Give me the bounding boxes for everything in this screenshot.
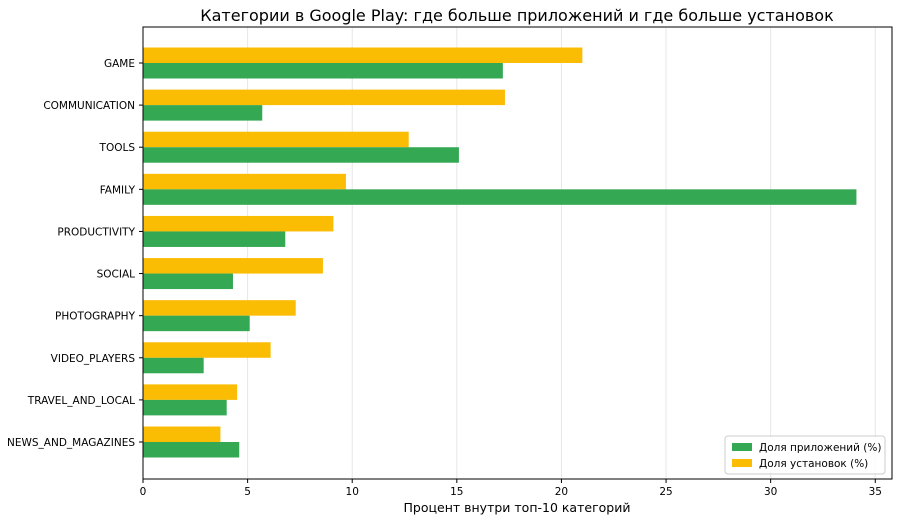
category-label: PHOTOGRAPHY: [55, 311, 136, 323]
category-label: SOCIAL: [97, 269, 136, 281]
legend-label: Доля приложений (%): [759, 442, 881, 454]
bar-apps: [143, 147, 459, 163]
bar-apps: [143, 105, 263, 121]
bar-apps: [143, 63, 503, 79]
bar-installs: [143, 131, 409, 148]
bar-apps: [143, 399, 227, 416]
bar-installs: [143, 215, 334, 232]
bar-installs: [143, 426, 221, 442]
category-label: TOOLS: [99, 142, 136, 154]
x-axis-label: Процент внутри топ-10 категорий: [404, 500, 631, 515]
bar-apps: [143, 273, 233, 290]
x-tick-label: 5: [244, 486, 251, 498]
bar-apps: [143, 442, 240, 458]
category-label: VIDEO_PLAYERS: [51, 353, 136, 365]
bar-installs: [143, 300, 296, 316]
x-tick-label: 25: [659, 486, 672, 498]
bar-installs: [143, 173, 346, 190]
chart-title: Категории в Google Play: где больше прил…: [200, 6, 834, 25]
y-axis-categories: GAME COMMUNICATION TOOLS FAMILY PRODUCTIVITY…: [7, 58, 143, 449]
category-label: GAME: [104, 58, 135, 70]
x-tick-label: 0: [140, 486, 147, 498]
bar-apps: [143, 189, 857, 205]
legend-box: [724, 435, 886, 475]
plot-frame: [142, 26, 893, 480]
category-label: FAMILY: [100, 184, 136, 196]
x-tick-label: 10: [346, 486, 359, 498]
bar-installs: [143, 384, 238, 400]
category-label: NEWS_AND_MAGAZINES: [7, 437, 135, 449]
bars: [143, 47, 857, 458]
bar-apps: [143, 357, 204, 374]
category-label: PRODUCTIVITY: [57, 226, 135, 238]
category-label: COMMUNICATION: [43, 100, 135, 112]
bar-installs: [143, 47, 583, 63]
bar-apps: [143, 231, 286, 247]
bar-installs: [143, 342, 271, 358]
bar-installs: [143, 258, 323, 274]
x-tick-label: 20: [555, 486, 568, 498]
legend-label: Доля установок (%): [759, 458, 868, 470]
bar-installs: [143, 89, 505, 106]
x-axis-ticks: 0 5 10 15 20 25 30 35: [140, 479, 882, 498]
bar-apps: [143, 315, 250, 332]
x-tick-label: 30: [764, 486, 777, 498]
legend-swatch: [732, 459, 752, 467]
x-tick-label: 15: [450, 486, 463, 498]
x-tick-label: 35: [869, 486, 882, 498]
category-label: TRAVEL_AND_LOCAL: [27, 395, 135, 407]
legend-swatch: [732, 443, 752, 451]
legend: Доля приложений (%) Доля установок (%): [724, 435, 886, 475]
